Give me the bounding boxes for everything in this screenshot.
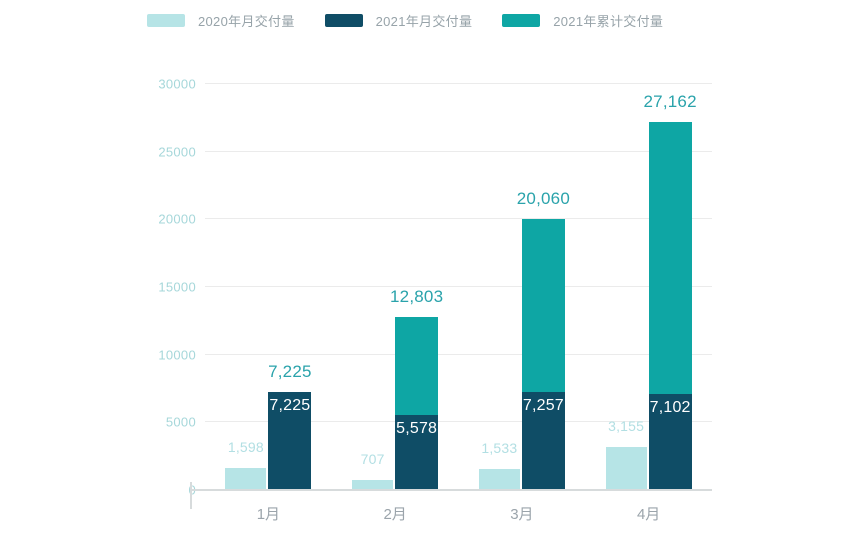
legend-label-2020-monthly: 2020年月交付量 [198, 14, 295, 29]
label-2020-monthly: 707 [360, 451, 385, 468]
label-2020-monthly: 1,533 [481, 440, 518, 457]
gridline-15000 [205, 286, 712, 287]
bar-2021-monthly: 7,225 [268, 392, 312, 490]
y-tick-label-20000: 20000 [158, 211, 196, 227]
y-tick-label-10000: 10000 [158, 347, 196, 363]
bar-group-2月: 2月 707 5,578 12,803 [332, 84, 459, 523]
legend-swatch-2020-monthly [147, 14, 185, 27]
gridline-10000 [205, 353, 712, 355]
bar-2021-monthly: 7,102 [648, 393, 692, 490]
y-axis-origin-tick [190, 482, 192, 509]
bar-2020-monthly: 1,533 [478, 440, 520, 490]
bar-pair: 3,155 7,102 27,162 [605, 92, 697, 490]
bar-2020-monthly: 707 [352, 451, 394, 490]
label-2020-monthly: 3,155 [608, 418, 645, 435]
label-2021-cumulative: 12,803 [390, 286, 444, 306]
legend-item-2021-cumulative: 2021年累计交付量 [502, 11, 663, 30]
label-2021-cumulative: 20,060 [516, 188, 570, 208]
gridline-5000 [205, 421, 712, 423]
label-2021-cumulative: 7,225 [268, 362, 312, 382]
label-2021-monthly: 7,257 [522, 396, 564, 414]
bar-2020-monthly: 1,598 [225, 439, 267, 490]
bar-group-4月: 4月 3,155 7,102 27,162 [585, 84, 712, 523]
gridline-30000 [205, 83, 712, 84]
bar-pair: 707 5,578 12,803 [352, 287, 443, 490]
bar-pair: 1,533 7,257 20,060 [478, 189, 570, 490]
legend-swatch-2021-cumulative [502, 14, 541, 27]
label-2021-monthly: 5,578 [396, 419, 438, 437]
bar-2021-monthly: 5,578 [395, 414, 439, 490]
legend-swatch-2021-monthly [324, 14, 363, 27]
bar-2021-cumulative: 7,102 27,162 [644, 92, 697, 490]
y-tick-label-25000: 25000 [158, 144, 196, 160]
label-2021-monthly: 7,225 [269, 397, 311, 415]
bar-groups-layer: 1月 1,598 7,225 7,225 2月 707 5,578 12,803 3月 1,533… [205, 84, 712, 523]
bar-group-3月: 3月 1,533 7,257 20,060 [459, 84, 586, 523]
x-tick-label-1月: 1月 [256, 506, 281, 523]
bar-2021-cumulative: 7,257 20,060 [517, 189, 570, 490]
y-tick-label-15000: 15000 [158, 279, 196, 295]
x-tick-label-4月: 4月 [636, 506, 661, 523]
legend-label-2021-cumulative: 2021年累计交付量 [553, 14, 664, 29]
legend-item-2020-monthly: 2020年月交付量 [147, 11, 295, 30]
legend-label-2021-monthly: 2021年月交付量 [375, 14, 473, 29]
x-axis-line [190, 489, 712, 491]
bar-pair: 1,598 7,225 7,225 [225, 362, 312, 490]
plot-area: 050001000015000200002500030000 1月1,5987,… [158, 77, 712, 523]
legend-item-2021-monthly: 2021年月交付量 [324, 11, 473, 30]
bar-2020-monthly: 3,155 [605, 418, 647, 490]
bar-2021-cumulative: 7,225 7,225 [268, 362, 312, 490]
x-tick-label-2月: 2月 [383, 506, 407, 523]
y-tick-label-30000: 30000 [158, 76, 196, 92]
bar-group-1月: 1月 1,598 7,225 7,225 [205, 84, 332, 523]
label-2021-cumulative: 27,162 [643, 92, 697, 112]
label-2021-monthly: 7,102 [649, 398, 691, 416]
gridline-20000 [205, 218, 712, 220]
gridline-25000 [205, 150, 712, 152]
y-tick-label-5000: 5000 [165, 414, 196, 430]
bar-2021-cumulative: 5,578 12,803 [390, 287, 443, 490]
x-tick-label-3月: 3月 [510, 506, 534, 523]
chart-legend: 2020年月交付量 2021年月交付量 2021年累计交付量 [147, 11, 663, 30]
bar-2021-monthly: 7,257 [521, 391, 565, 490]
label-2020-monthly: 1,598 [227, 439, 264, 456]
